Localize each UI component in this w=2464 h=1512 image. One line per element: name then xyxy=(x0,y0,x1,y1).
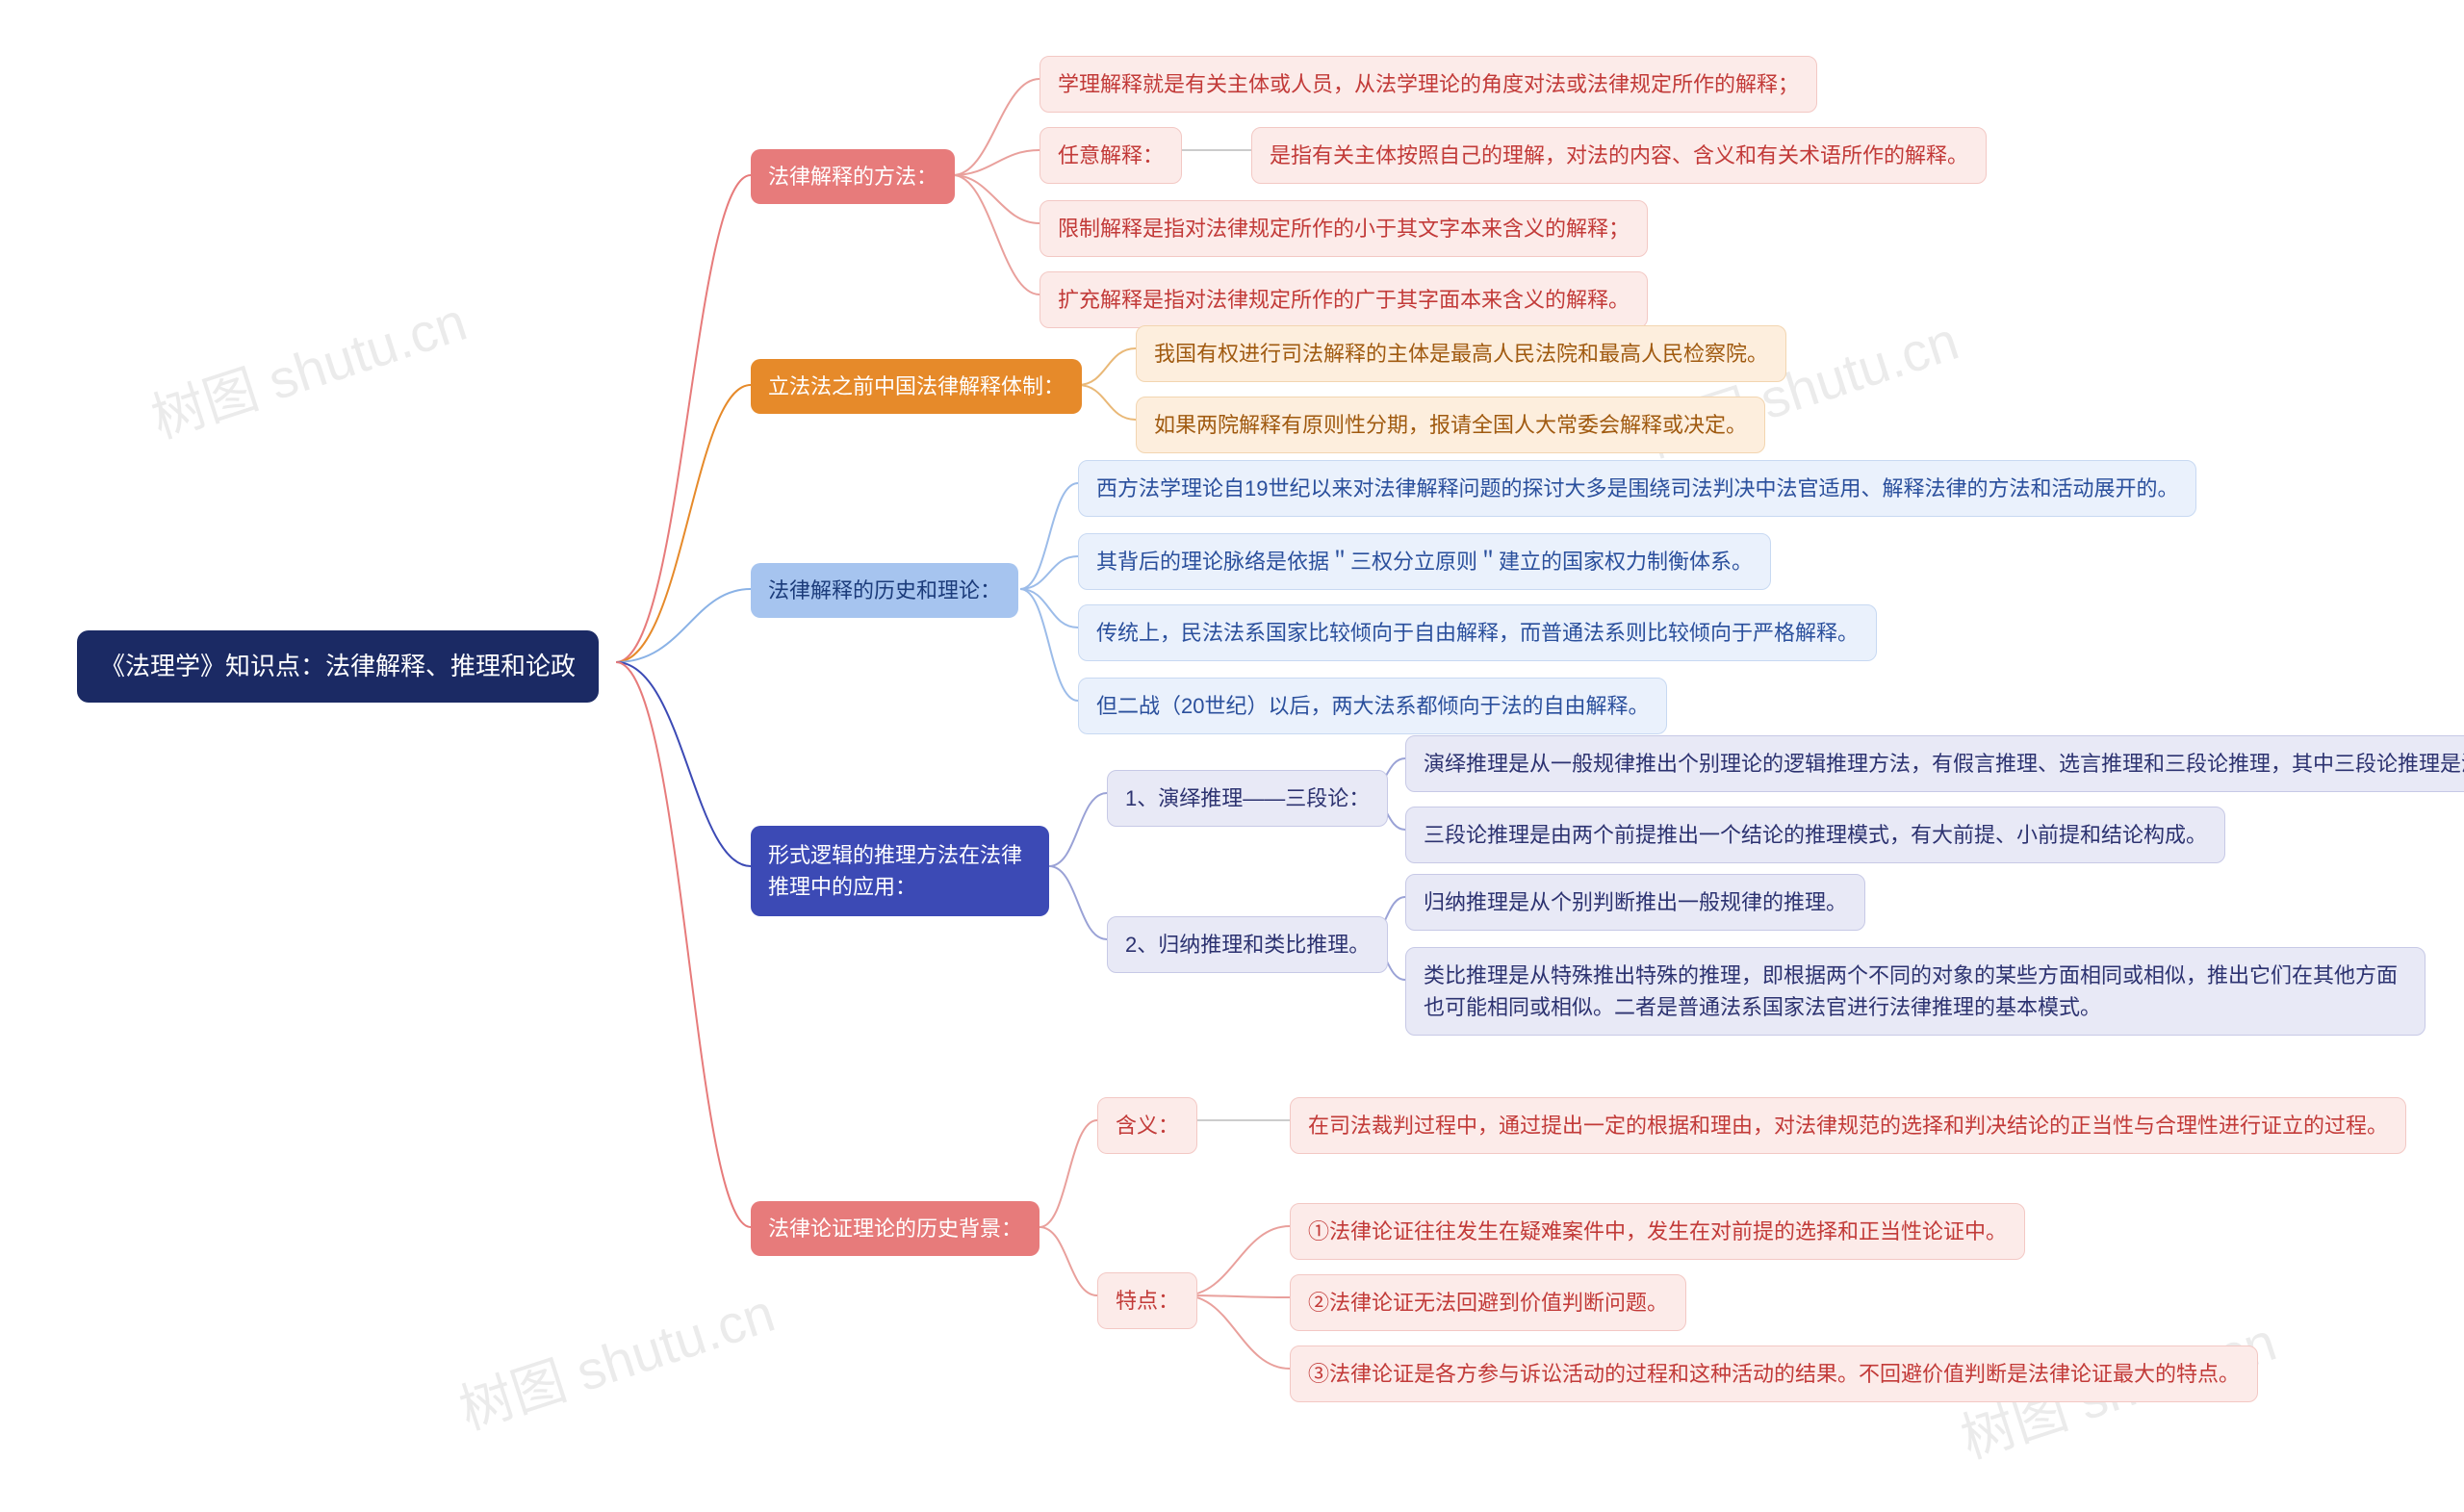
leaf-b4c1-0: 演绎推理是从一般规律推出个别理论的逻辑推理方法，有假言推理、选言推理和三段论推理… xyxy=(1405,735,2464,792)
leaf-b5c2-0: ①法律论证往往发生在疑难案件中，发生在对前提的选择和正当性论证中。 xyxy=(1290,1203,2025,1260)
branch-methods: 法律解释的方法： xyxy=(751,149,955,204)
leaf-b3-3: 但二战（20世纪）以后，两大法系都倾向于法的自由解释。 xyxy=(1078,678,1667,734)
leaf-b5c2-1: ②法律论证无法回避到价值判断问题。 xyxy=(1290,1274,1686,1331)
watermark: 树图 shutu.cn xyxy=(449,1270,783,1446)
leaf-b3-1: 其背后的理论脉络是依据＂三权分立原则＂建立的国家权力制衡体系。 xyxy=(1078,533,1771,590)
mid-b5c2: 特点： xyxy=(1097,1272,1197,1329)
mid-b4c1: 1、演绎推理——三段论： xyxy=(1107,770,1388,827)
leaf-b4c2-1: 类比推理是从特殊推出特殊的推理，即根据两个不同的对象的某些方面相同或相似，推出它… xyxy=(1405,947,2426,1036)
leaf-b2-0: 我国有权进行司法解释的主体是最高人民法院和最高人民检察院。 xyxy=(1136,325,1786,382)
leaf-b4c1-1: 三段论推理是由两个前提推出一个结论的推理模式，有大前提、小前提和结论构成。 xyxy=(1405,807,2225,863)
root-node: 《法理学》知识点：法律解释、推理和论政 xyxy=(77,630,599,703)
watermark: 树图 shutu.cn xyxy=(141,279,475,454)
mid-b4c2: 2、归纳推理和类比推理。 xyxy=(1107,916,1388,973)
leaf-b1-2: 限制解释是指对法律规定所作的小于其文字本来含义的解释； xyxy=(1040,200,1648,257)
branch-argument: 法律论证理论的历史背景： xyxy=(751,1201,1040,1256)
leaf-b1-1: 任意解释： xyxy=(1040,127,1182,184)
mid-b5c1: 含义： xyxy=(1097,1097,1197,1154)
leaf-b1-1-extra: 是指有关主体按照自己的理解，对法的内容、含义和有关术语所作的解释。 xyxy=(1251,127,1987,184)
leaf-b2-1: 如果两院解释有原则性分期，报请全国人大常委会解释或决定。 xyxy=(1136,397,1765,453)
branch-logic: 形式逻辑的推理方法在法律推理中的应用： xyxy=(751,826,1049,916)
leaf-b5c1-0: 在司法裁判过程中，通过提出一定的根据和理由，对法律规范的选择和判决结论的正当性与… xyxy=(1290,1097,2406,1154)
leaf-b5c2-2: ③法律论证是各方参与诉讼活动的过程和这种活动的结果。不回避价值判断是法律论证最大… xyxy=(1290,1345,2258,1402)
leaf-b3-0: 西方法学理论自19世纪以来对法律解释问题的探讨大多是围绕司法判决中法官适用、解释… xyxy=(1078,460,2196,517)
leaf-b1-3: 扩充解释是指对法律规定所作的广于其字面本来含义的解释。 xyxy=(1040,271,1648,328)
leaf-b1-0: 学理解释就是有关主体或人员，从法学理论的角度对法或法律规定所作的解释； xyxy=(1040,56,1817,113)
leaf-b3-2: 传统上，民法法系国家比较倾向于自由解释，而普通法系则比较倾向于严格解释。 xyxy=(1078,604,1877,661)
branch-system: 立法法之前中国法律解释体制： xyxy=(751,359,1082,414)
leaf-b4c2-0: 归纳推理是从个别判断推出一般规律的推理。 xyxy=(1405,874,1865,931)
branch-history: 法律解释的历史和理论： xyxy=(751,563,1018,618)
